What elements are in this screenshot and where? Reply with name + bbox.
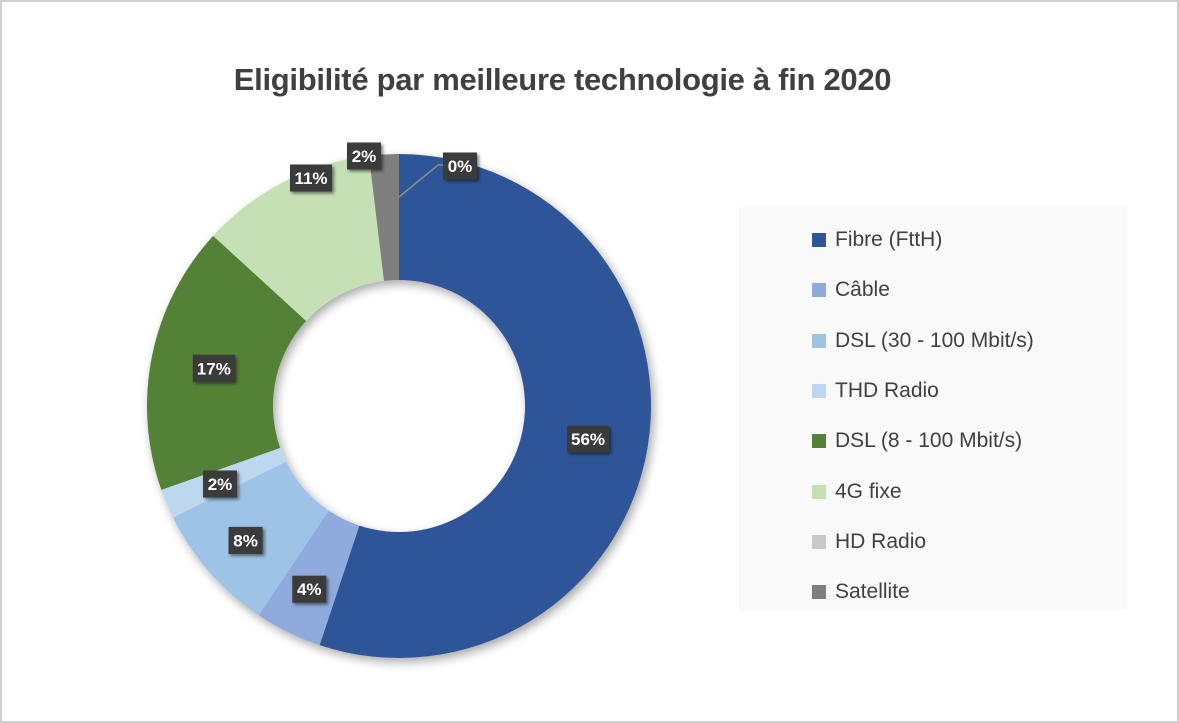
data-label-hd-radio: 0% (443, 152, 477, 180)
legend-item-4g-fixe: 4G fixe (812, 478, 902, 506)
leader-line-hd-radio (398, 164, 444, 198)
data-label-box (290, 164, 332, 192)
data-label-dsl-8-100-mbit-s: 17% (192, 354, 235, 382)
legend-item-dsl-30-100-mbit-s: DSL (30 - 100 Mbit/s) (812, 327, 1034, 355)
legend-label: Fibre (FttH) (835, 228, 943, 251)
data-label-box (347, 142, 381, 170)
legend-swatch (812, 383, 826, 398)
data-label-box (203, 470, 237, 498)
donut-slices (147, 154, 651, 659)
legend-item-hd-radio: HD Radio (812, 528, 926, 556)
legend-item-thd-radio: THD Radio (812, 377, 939, 405)
slice-fibre-ftth (319, 154, 651, 659)
legend-swatch (812, 534, 826, 549)
data-label-box (228, 526, 263, 554)
data-labels: 56% 4% 8% 2% 17% 11% 0% 2% (192, 142, 609, 603)
legend-label: DSL (30 - 100 Mbit/s) (835, 328, 1034, 352)
legend-label: Satellite (835, 580, 910, 604)
legend-label: Câble (835, 278, 890, 302)
data-label-text: 8% (233, 531, 258, 550)
data-label-text: 56% (571, 430, 605, 449)
legend: Fibre (FttH) Câble DSL (30 - 100 Mbit/s) TH… (739, 207, 1127, 610)
data-label-text: 2% (208, 475, 233, 494)
data-label-4g-fixe: 11% (290, 164, 332, 192)
data-label-thd-radio: 2% (203, 470, 237, 498)
legend-item-fibre-ftth: Fibre (FttH) (812, 226, 942, 254)
legend-swatch (812, 283, 826, 298)
legend-label: 4G fixe (835, 479, 902, 503)
data-label-text: 17% (197, 359, 231, 378)
data-label-satellite: 2% (347, 142, 381, 170)
data-label-text: 11% (294, 169, 327, 188)
chart-title: Eligibilité par meilleure technologie à … (233, 62, 892, 97)
data-label-box (443, 152, 477, 180)
legend-swatch (812, 233, 826, 247)
legend-swatch (812, 434, 826, 449)
data-label-text: 4% (297, 580, 322, 599)
legend-item-satellite: Satellite (812, 578, 910, 606)
slice-satellite (368, 154, 399, 281)
legend-swatch (812, 585, 826, 600)
data-label-c-ble: 4% (292, 575, 327, 603)
data-label-text: 2% (352, 147, 377, 166)
data-label-text: 0% (448, 157, 473, 176)
legend-item-dsl-8-100-mbit-s: DSL (8 - 100 Mbit/s) (812, 427, 1022, 455)
legend-label: HD Radio (835, 529, 927, 553)
leader-lines (398, 164, 444, 198)
data-label-box (192, 354, 235, 382)
data-label-dsl-30-100-mbit-s: 8% (228, 526, 263, 554)
legend-swatch (812, 333, 826, 348)
legend-label: DSL (8 - 100 Mbit/s) (835, 429, 1023, 453)
legend-label: THD Radio (835, 378, 939, 402)
data-label-fibre-ftth: 56% (567, 425, 609, 453)
data-label-box (567, 425, 609, 453)
legend-item-c-ble: Câble (812, 276, 890, 304)
legend-swatch (812, 484, 826, 499)
slice-4g-fixe (213, 155, 384, 321)
data-label-box (292, 575, 327, 603)
